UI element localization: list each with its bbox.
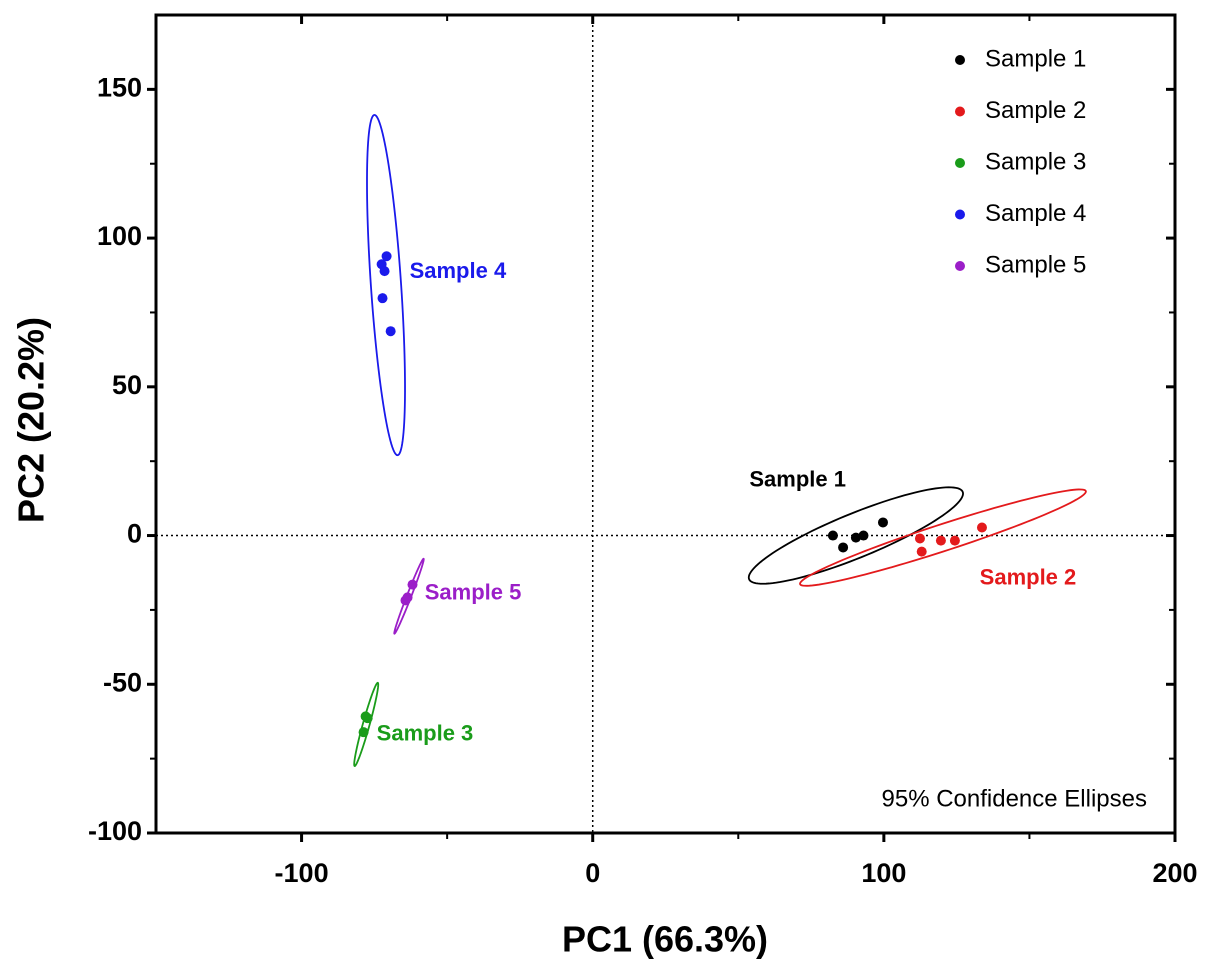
y-tick-label: 150 [97,72,142,102]
y-tick-label: 0 [127,519,142,549]
legend-label: Sample 3 [985,148,1086,175]
y-tick-label: 100 [97,221,142,251]
legend-marker [955,55,965,65]
annotation: Sample 5 [425,579,522,604]
x-tick-label: 100 [861,858,906,888]
x-tick-label: 200 [1152,858,1197,888]
annotation: Sample 1 [749,466,846,491]
point [360,711,371,722]
point [976,522,987,533]
x-tick-label: -100 [275,858,329,888]
legend-marker [955,209,965,220]
point [827,530,838,541]
confidence-ellipse [393,557,425,635]
x-axis-title: PC1 (66.3%) [562,919,768,960]
point [850,532,861,543]
point [385,326,396,337]
point [949,535,960,546]
annotation: Sample 4 [410,258,507,283]
y-tick-label: -100 [88,816,142,846]
point [858,530,869,541]
plot-frame [154,13,1177,835]
annotation: Sample 3 [377,721,474,746]
annotation: Sample 2 [980,564,1077,589]
point [838,542,849,553]
point [400,595,411,606]
confidence-ellipse [799,488,1087,587]
note: 95% Confidence Ellipses [882,785,1148,812]
y-axis-title: PC2 (20.2%) [11,317,52,523]
confidence-ellipse [366,113,406,457]
point [916,546,927,557]
point [377,293,388,304]
point [407,579,418,590]
legend-label: Sample 4 [985,200,1086,227]
legend-label: Sample 2 [985,97,1086,124]
legend-label: Sample 5 [985,251,1086,278]
point [877,517,888,528]
confidence-ellipse [353,681,380,768]
point [935,535,946,546]
y-tick-label: 50 [112,370,142,400]
point [381,251,392,262]
legend-marker [955,158,965,168]
legend-label: Sample 1 [985,45,1086,72]
x-tick-label: 0 [585,858,600,888]
point [358,727,369,738]
y-tick-label: -50 [103,667,142,697]
legend-marker [955,106,965,117]
legend-marker [955,261,965,271]
point [914,533,925,544]
point [379,266,390,277]
